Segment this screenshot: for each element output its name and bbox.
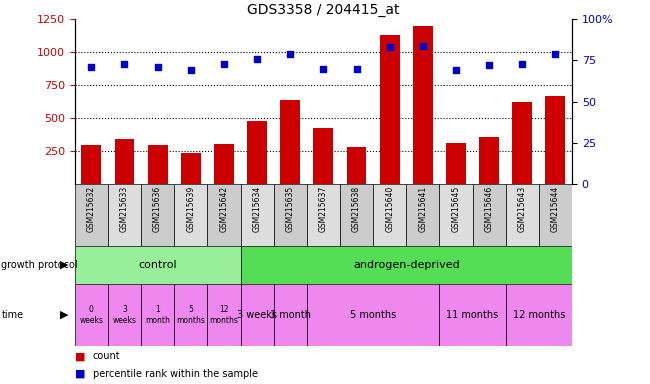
Bar (148, 146, 168, 184)
Bar (141, 184, 174, 246)
Text: GSM215644: GSM215644 (551, 186, 560, 232)
Bar (114, 139, 135, 184)
Point (186, 67, 196, 73)
Bar (274, 284, 307, 346)
Point (218, 61, 229, 67)
Point (252, 56, 262, 62)
Text: percentile rank within the sample: percentile rank within the sample (93, 369, 258, 379)
Bar (446, 143, 466, 184)
Bar (380, 35, 400, 184)
Bar (214, 144, 234, 184)
Text: GSM215641: GSM215641 (419, 186, 427, 232)
Bar (313, 127, 333, 184)
Point (120, 61, 130, 67)
Bar (108, 184, 141, 246)
Text: 5 months: 5 months (350, 310, 396, 320)
Title: GDS3358 / 204415_at: GDS3358 / 204415_at (247, 3, 400, 17)
Point (351, 66, 361, 72)
Text: ■: ■ (75, 351, 85, 361)
Bar (512, 103, 532, 184)
Point (318, 66, 328, 72)
Text: 1
month: 1 month (145, 305, 170, 324)
Text: GSM215643: GSM215643 (518, 186, 527, 232)
Bar (307, 284, 439, 346)
Bar (506, 284, 572, 346)
Point (152, 64, 162, 70)
Text: ▶: ▶ (60, 260, 68, 270)
Bar (479, 137, 499, 184)
Bar (174, 284, 207, 346)
Bar (174, 184, 207, 246)
Text: GSM215636: GSM215636 (153, 186, 162, 232)
Point (417, 43, 428, 49)
Point (484, 62, 494, 68)
Bar (75, 246, 240, 284)
Bar (207, 284, 240, 346)
Bar (545, 96, 566, 184)
Text: 11 months: 11 months (447, 310, 499, 320)
Bar (108, 284, 141, 346)
Bar (81, 146, 101, 184)
Text: ▶: ▶ (60, 310, 68, 320)
Bar (373, 184, 406, 246)
Text: GSM215633: GSM215633 (120, 186, 129, 232)
Bar (181, 152, 201, 184)
Point (285, 51, 295, 57)
Text: GSM215645: GSM215645 (452, 186, 460, 232)
Bar (240, 184, 274, 246)
Text: GSM215639: GSM215639 (187, 186, 195, 232)
Point (550, 51, 560, 57)
Bar (539, 184, 572, 246)
Point (517, 61, 528, 67)
Bar (439, 284, 506, 346)
Text: control: control (138, 260, 177, 270)
Text: time: time (1, 310, 23, 320)
Bar (439, 184, 473, 246)
Point (450, 67, 461, 73)
Bar (406, 184, 439, 246)
Text: 0
weeks: 0 weeks (79, 305, 103, 324)
Text: GSM215642: GSM215642 (220, 186, 228, 232)
Bar (340, 184, 373, 246)
Text: 12
months: 12 months (209, 305, 239, 324)
Text: 5
months: 5 months (176, 305, 205, 324)
Bar (240, 284, 274, 346)
Point (86, 64, 97, 70)
Text: count: count (93, 351, 121, 361)
Text: androgen-deprived: androgen-deprived (353, 260, 460, 270)
Text: GSM215632: GSM215632 (87, 186, 96, 232)
Bar (506, 184, 539, 246)
Text: 1 month: 1 month (270, 310, 311, 320)
Bar (75, 184, 108, 246)
Bar (247, 121, 267, 184)
Text: growth protocol: growth protocol (1, 260, 78, 270)
Bar (413, 26, 433, 184)
Text: GSM215646: GSM215646 (485, 186, 493, 232)
Text: GSM215640: GSM215640 (385, 186, 394, 232)
Bar (473, 184, 506, 246)
Point (384, 44, 395, 50)
Text: GSM215634: GSM215634 (253, 186, 261, 232)
Bar (207, 184, 240, 246)
Text: 3 weeks: 3 weeks (237, 310, 277, 320)
Bar (274, 184, 307, 246)
Bar (240, 246, 572, 284)
Text: 12 months: 12 months (513, 310, 565, 320)
Bar (307, 184, 340, 246)
Bar (141, 284, 174, 346)
Bar (280, 101, 300, 184)
Text: GSM215635: GSM215635 (286, 186, 294, 232)
Text: GSM215638: GSM215638 (352, 186, 361, 232)
Text: 3
weeks: 3 weeks (112, 305, 136, 324)
Text: GSM215637: GSM215637 (319, 186, 328, 232)
Bar (75, 284, 108, 346)
Bar (346, 147, 367, 184)
Text: ■: ■ (75, 369, 85, 379)
